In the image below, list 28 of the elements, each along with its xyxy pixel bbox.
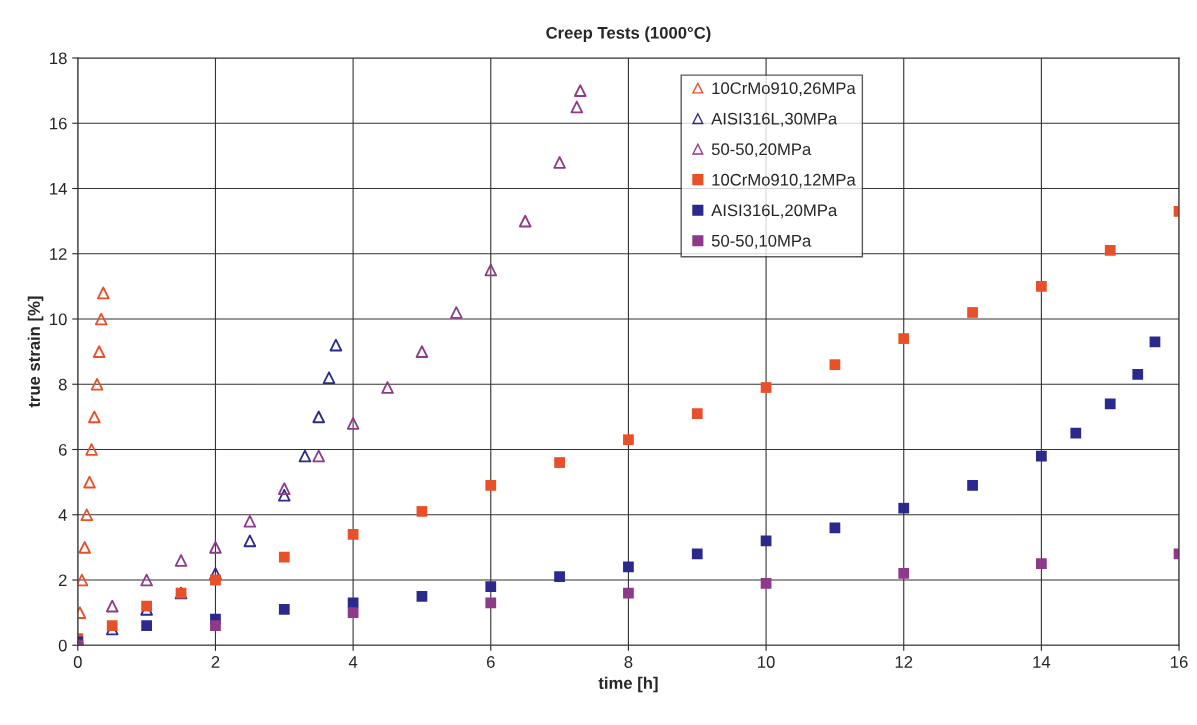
x-tick-label: 6 [486, 656, 495, 668]
legend-label: 50-50,10MPa [711, 234, 812, 249]
x-axis-title: time [h] [598, 676, 658, 693]
y-tick-label: 12 [50, 248, 67, 260]
legend-label: 50-50,20MPa [711, 143, 812, 158]
x-tick-label: 10 [758, 656, 775, 668]
y-axis-title: true strain [%] [27, 296, 44, 408]
y-tick-label: 0 [58, 639, 67, 652]
x-tick-label: 2 [211, 656, 220, 668]
legend-label: 10CrMo910,12MPa [712, 173, 856, 188]
y-tick-label: 2 [58, 574, 67, 587]
legend-label: AISI316L,30MPa [711, 112, 838, 127]
y-tick-label: 8 [58, 378, 67, 391]
y-tick-label: 18 [50, 52, 67, 65]
x-tick-label: 0 [73, 656, 82, 668]
x-tick-label: 14 [1033, 656, 1051, 668]
x-tick-label: 16 [1171, 656, 1188, 668]
x-tick-label: 12 [895, 656, 913, 668]
y-tick-label: 6 [58, 443, 67, 456]
y-tick-label: 4 [58, 509, 67, 521]
y-tick-label: 14 [50, 183, 67, 195]
x-tick-label: 8 [624, 656, 633, 668]
legend-label: 10CrMo910,26MPa [712, 82, 856, 97]
chart-title: Creep Tests (1000°C) [546, 26, 711, 43]
y-tick-label: 10 [50, 313, 67, 326]
legend-label: AISI316L,20MPa [711, 204, 838, 219]
x-tick-label: 4 [348, 656, 358, 668]
y-tick-label: 16 [50, 117, 67, 130]
